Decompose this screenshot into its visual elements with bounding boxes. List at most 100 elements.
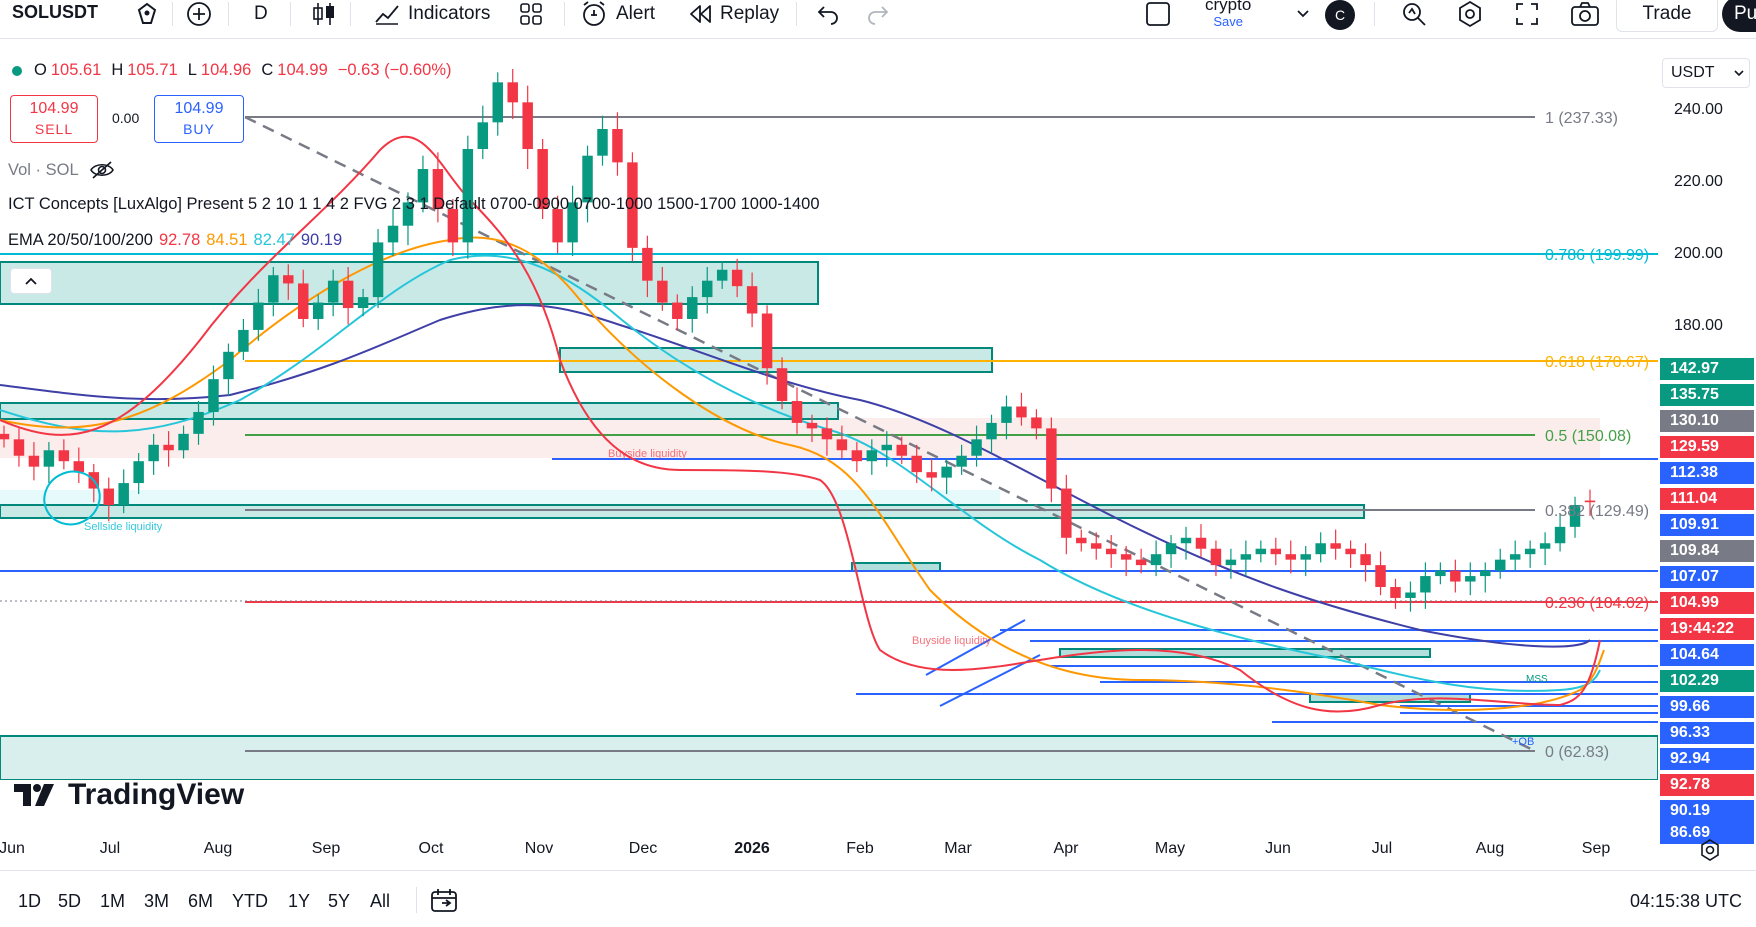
price-tag: 112.38	[1660, 462, 1754, 484]
symbol-name: SOLUSDT	[12, 1, 99, 22]
candle-body	[776, 368, 788, 402]
close-label: C	[261, 61, 274, 79]
candle-body	[238, 329, 249, 352]
quick-search-button[interactable]	[1400, 0, 1428, 28]
ict-indicator-legend[interactable]: ICT Concepts [LuxAlgo] Present 5 2 10 1 …	[8, 195, 820, 213]
range-1d-button[interactable]: 1D	[18, 891, 42, 911]
interval-label: D	[254, 3, 268, 24]
candle-body	[971, 439, 982, 456]
collapse-legend-button[interactable]	[10, 268, 52, 294]
candle-body	[1285, 554, 1296, 560]
ema-indicator-legend[interactable]: EMA 20/50/100/200 92.78 84.51 82.47 90.1…	[8, 231, 342, 250]
snapshot-button[interactable]	[1570, 0, 1600, 28]
bottom-zone	[0, 735, 1658, 780]
candle-body	[133, 461, 144, 484]
range-5d-button[interactable]: 5D	[58, 891, 82, 911]
layout-menu-button[interactable]	[1296, 0, 1310, 28]
time-label: Feb	[846, 840, 874, 857]
price-tag: 99.66	[1660, 696, 1754, 718]
range-ytd-button[interactable]: YTD	[232, 891, 268, 911]
replay-icon	[690, 5, 711, 23]
candle-body	[477, 122, 489, 150]
sell-button[interactable]: 104.99 SELL	[10, 95, 98, 143]
indicators-button[interactable]: Indicators	[374, 0, 490, 28]
candle-body	[357, 297, 369, 309]
replay-label: Replay	[720, 3, 780, 24]
gear-icon	[1459, 0, 1481, 28]
candle-body	[1255, 548, 1267, 555]
ohlc-legend: O 105.61 H 105.71 L 104.96 C 104.99 −0.63 (−…	[12, 61, 458, 80]
range-1y-button[interactable]: 1Y	[288, 891, 311, 911]
compare-icon	[137, 2, 157, 24]
currency-select[interactable]: USDT	[1662, 58, 1750, 88]
ema100-line	[0, 254, 1601, 692]
candle-body	[1091, 543, 1102, 549]
candle-body	[1225, 559, 1237, 566]
calendar-icon	[431, 889, 457, 912]
sell-label: SELL	[34, 121, 74, 137]
go-to-date-button[interactable]	[430, 887, 458, 918]
undo-button[interactable]	[816, 0, 840, 28]
layout-button[interactable]	[1144, 0, 1172, 28]
candle-body	[1569, 504, 1581, 527]
top-toolbar: SOLUSDT D Indicators Alert Replay crypto…	[0, 0, 1756, 39]
time-axis[interactable]: Jun Jul Aug Sep Oct Nov Dec 2026 Feb Mar…	[0, 840, 1658, 862]
alert-label: Alert	[616, 3, 656, 24]
layout-name[interactable]: crypto Save	[1205, 0, 1251, 30]
time-label: Mar	[944, 840, 972, 857]
fib-label: 1 (237.33)	[1545, 110, 1618, 127]
candle-body	[13, 439, 25, 456]
candle-body	[986, 422, 997, 440]
settings-button[interactable]	[1456, 0, 1484, 28]
trade-button[interactable]: Trade	[1616, 0, 1718, 32]
compare-symbol-button[interactable]	[134, 0, 160, 28]
price-tag: 129.59	[1660, 436, 1754, 458]
toolbar-divider	[228, 2, 229, 26]
candle-body	[1584, 500, 1596, 503]
open-label: O	[34, 61, 47, 79]
chart-type-button[interactable]	[312, 0, 336, 28]
fib-label: 0.236 (104.02)	[1545, 595, 1649, 612]
avatar[interactable]: C	[1325, 0, 1355, 30]
premium-zone	[0, 418, 1600, 458]
candle-body	[1494, 559, 1506, 571]
candle-body	[1135, 559, 1147, 566]
range-1m-button[interactable]: 1M	[100, 891, 126, 911]
candle-body	[791, 401, 803, 423]
chart-canvas[interactable]: Buyside liquidity Buyside liquidity Sell…	[0, 40, 1658, 780]
candle-body	[43, 450, 55, 467]
chart-settings-button[interactable]	[1698, 838, 1722, 867]
range-3m-button[interactable]: 3M	[144, 891, 170, 911]
publish-button[interactable]: Pu	[1722, 0, 1756, 32]
layout-square-icon	[1146, 2, 1170, 26]
candle-body	[1360, 554, 1371, 566]
volume-legend[interactable]: Vol · SOL	[8, 160, 115, 180]
ema50-line	[0, 236, 1605, 711]
toolbar-divider	[172, 2, 173, 26]
candle-body	[597, 129, 608, 156]
high-value: 105.71	[127, 61, 178, 79]
range-all-button[interactable]: All	[370, 891, 391, 911]
buyside-label: Buyside liquidity	[912, 635, 991, 647]
buy-button[interactable]: 104.99 BUY	[154, 95, 244, 143]
add-symbol-button[interactable]	[186, 0, 212, 28]
interval-button[interactable]: D	[254, 0, 268, 28]
candle-body	[223, 351, 234, 380]
candle-body	[432, 169, 444, 210]
candle-body	[462, 149, 474, 243]
candle-body	[896, 444, 907, 456]
fullscreen-button[interactable]	[1514, 0, 1540, 28]
brand-name: TradingView	[68, 778, 245, 811]
range-6m-button[interactable]: 6M	[188, 891, 214, 911]
replay-button[interactable]: Replay	[688, 0, 779, 28]
symbol-search[interactable]: SOLUSDT	[6, 0, 134, 26]
range-5y-button[interactable]: 5Y	[328, 891, 351, 911]
candle-body	[761, 313, 773, 369]
trade-label: Trade	[1642, 3, 1692, 24]
templates-button[interactable]	[518, 0, 544, 28]
alert-button[interactable]: Alert	[580, 0, 655, 28]
candle-body	[1509, 554, 1521, 560]
sellside-zone	[0, 490, 1000, 506]
eye-off-icon[interactable]	[89, 160, 115, 180]
redo-button[interactable]	[866, 0, 890, 28]
